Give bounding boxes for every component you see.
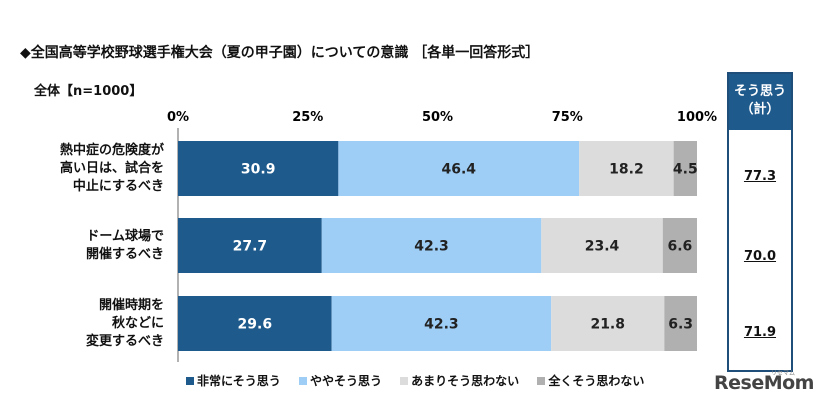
bar-segment: [338, 141, 580, 196]
row-category-label: ドーム球場で 開催するべき: [14, 228, 164, 264]
data-label: 42.3: [424, 317, 459, 333]
legend-item: 全くそう思わない: [537, 372, 644, 389]
legend-label: 全くそう思わない: [548, 374, 645, 388]
agree-total-value: 77.3: [743, 169, 777, 184]
bar-segment: [662, 218, 697, 273]
row-category-label-line: 開催時期を: [98, 297, 164, 313]
bar-segment: [331, 296, 552, 351]
agree-total-header-line-1: そう思う: [733, 84, 786, 99]
legend-label: あまりそう思わない: [411, 374, 520, 388]
agree-total-header: そう思う （計）: [729, 74, 791, 130]
legend-swatch: [186, 377, 194, 385]
row-category-label-line: 開催するべき: [85, 246, 164, 262]
data-label: 6.3: [668, 317, 693, 333]
data-label: 27.7: [233, 239, 268, 255]
bar-segment: [178, 296, 332, 351]
bar-segment: [178, 218, 322, 273]
resemom-logo: ReseMom: [714, 372, 814, 394]
legend-item: 非常にそう思う: [186, 372, 281, 389]
data-label: 30.9: [241, 162, 276, 178]
x-tick-label: 25%: [292, 110, 323, 125]
bar-segment: [579, 141, 674, 196]
resemom-logo-mark: リセマム: [771, 370, 796, 377]
x-tick-label: 50%: [422, 110, 453, 125]
legend-label: ややそう思う: [309, 374, 382, 388]
bar-segment: [541, 218, 663, 273]
chart-subtitle: 全体【n=1000】: [34, 84, 143, 99]
legend-swatch: [298, 377, 307, 385]
row-category-label-line: 変更するべき: [85, 333, 164, 349]
data-label: 4.5: [673, 162, 698, 178]
bar-segment: [178, 141, 339, 196]
data-label: 21.8: [590, 317, 625, 333]
row-category-label-line: ドーム球場で: [86, 228, 164, 244]
x-tick-label: 0%: [167, 110, 189, 125]
legend-swatch: [537, 377, 546, 385]
data-label: 42.3: [414, 239, 449, 255]
x-tick-label: 100%: [677, 110, 717, 125]
x-tick-label: 75%: [552, 110, 583, 125]
bar-segment: [321, 218, 542, 273]
legend-item: ややそう思う: [298, 372, 382, 389]
agree-total-value: 70.0: [743, 249, 777, 264]
row-category-label-line: 秋などに: [111, 315, 164, 331]
bar-segment: [673, 141, 697, 196]
row-category-label-line: 熱中症の危険度が: [59, 142, 164, 158]
data-label: 18.2: [609, 162, 644, 178]
legend-item: あまりそう思わない: [400, 372, 519, 389]
bar-segment: [551, 296, 665, 351]
data-label: 29.6: [238, 317, 273, 333]
row-category-label: 開催時期を秋などに変更するべき: [14, 297, 164, 351]
chart-legend: 非常にそう思う ややそう思う あまりそう思わない 全くそう思わない: [186, 372, 658, 389]
chart-title: ◆全国高等学校野球選手権大会（夏の甲子園）についての意識 ［各単一回答形式］: [20, 45, 540, 61]
legend-swatch: [400, 377, 409, 385]
data-label: 6.6: [667, 239, 692, 255]
bar-segment: [664, 296, 697, 351]
row-category-label: 熱中症の危険度が 高い日は、試合を中止にするべき: [14, 142, 164, 196]
row-category-label-line: 中止にするべき: [72, 178, 164, 194]
data-label: 46.4: [442, 162, 477, 178]
agree-total-column: そう思う （計） 77.3 70.0 71.9: [727, 72, 793, 372]
legend-label: 非常にそう思う: [197, 374, 281, 388]
row-category-label-line: 高い日は、試合を: [59, 160, 164, 176]
data-label: 23.4: [585, 239, 620, 255]
agree-total-header-line-2: （計）: [740, 102, 780, 117]
agree-total-value: 71.9: [743, 325, 777, 340]
